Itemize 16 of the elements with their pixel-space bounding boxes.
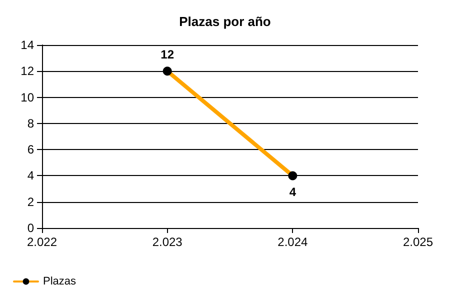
y-tick-label: 4 [27, 168, 34, 183]
chart-title: Plazas por año [179, 14, 271, 29]
x-tick-label: 2.025 [402, 235, 434, 249]
legend-label: Plazas [43, 276, 77, 288]
y-tick-label: 6 [27, 142, 34, 157]
x-tick-label: 2.023 [152, 235, 183, 249]
x-tick-label: 2.022 [26, 235, 58, 249]
y-tick-label: 10 [20, 90, 34, 104]
y-tick-label: 0 [27, 221, 34, 235]
y-tick-label: 14 [20, 38, 34, 52]
x-tick-label: 2.024 [278, 235, 308, 249]
y-tick-label: 12 [20, 64, 34, 78]
y-tick-label: 8 [27, 116, 34, 130]
y-tick-label: 2 [27, 194, 34, 209]
data-label: 4 [289, 185, 296, 200]
data-label: 12 [160, 48, 174, 62]
